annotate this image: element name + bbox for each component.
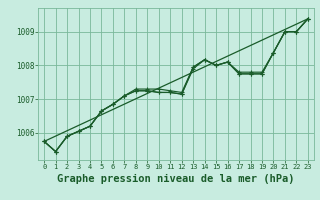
X-axis label: Graphe pression niveau de la mer (hPa): Graphe pression niveau de la mer (hPa) xyxy=(57,174,295,184)
